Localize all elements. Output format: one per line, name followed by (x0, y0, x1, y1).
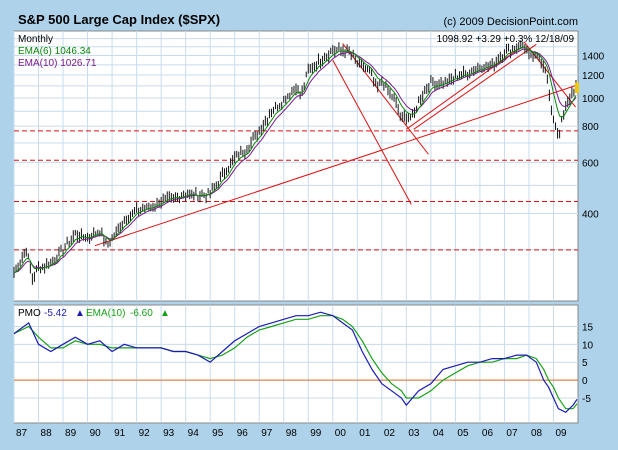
x-tick-label: 07 (506, 428, 518, 439)
x-tick-label: 98 (286, 428, 298, 439)
pmo-panel (13, 304, 579, 424)
trendline (332, 59, 412, 205)
price-panel (13, 30, 579, 302)
pmo-ema-value: -6.60 (130, 308, 153, 319)
copyright-text: (c) 2009 DecisionPoint.com (443, 16, 578, 28)
pmo-line (13, 311, 578, 414)
x-tick-label: 94 (188, 428, 200, 439)
x-tick-label: 05 (457, 428, 469, 439)
ema-short-label: EMA(6) 1046.34 (18, 46, 91, 57)
x-tick-label: 88 (41, 428, 53, 439)
chart-title: S&P 500 Large Cap Index ($SPX) (18, 12, 220, 27)
pmo-y-tick-label: 5 (582, 358, 588, 369)
price-y-tick-label: 600 (582, 158, 599, 169)
price-y-ticks: 400 600 800 1000 1200 1400 (582, 51, 605, 220)
x-tick-label: 00 (335, 428, 347, 439)
x-tick-label: 96 (237, 428, 249, 439)
x-tick-label: 02 (384, 428, 396, 439)
x-tick-label: 91 (114, 428, 126, 439)
pmo-y-ticks: 15 10 5 0 -5 (582, 322, 594, 405)
x-tick-label: 90 (90, 428, 102, 439)
price-y-tick-label: 1000 (582, 94, 605, 105)
pmo-title: PMO (18, 308, 41, 319)
ema-long-label: EMA(10) 1026.71 (18, 58, 97, 69)
price-y-tick-label: 1400 (582, 51, 605, 62)
price-y-tick-label: 1200 (582, 71, 605, 82)
pmo-series (13, 311, 578, 414)
quote-label: 1098.92 +3.29 +0.3% 12/18/09 (437, 34, 575, 45)
x-tick-label: 99 (310, 428, 322, 439)
x-tick-label: 08 (531, 428, 543, 439)
trendline (94, 84, 579, 247)
pmo-up-arrow-icon: ▲ (75, 308, 85, 319)
ema-long-line (13, 48, 577, 274)
price-series (13, 40, 580, 285)
x-tick-label: 89 (65, 428, 77, 439)
price-y-tick-label: 800 (582, 122, 599, 133)
pmo-ema-up-arrow-icon: ▲ (160, 308, 170, 319)
x-tick-label: 03 (408, 428, 420, 439)
pmo-grid (13, 305, 578, 423)
pmo-ema-label: EMA(10) (86, 308, 125, 319)
x-tick-label: 92 (139, 428, 151, 439)
pmo-y-tick-label: -5 (582, 394, 591, 405)
period-label: Monthly (18, 34, 53, 45)
price-y-tick-label: 400 (582, 210, 599, 221)
x-tick-label: 06 (482, 428, 494, 439)
pmo-value: -5.42 (44, 308, 67, 319)
pmo-y-tick-label: 15 (582, 322, 594, 333)
price-support-levels (14, 130, 578, 251)
pmo-y-tick-label: 10 (582, 340, 594, 351)
ema-short-line (13, 46, 577, 274)
x-tick-label: 95 (212, 428, 224, 439)
x-tick-label: 93 (163, 428, 175, 439)
x-tick-label: 09 (555, 428, 567, 439)
last-bar-highlight (575, 82, 580, 93)
x-tick-label: 97 (261, 428, 273, 439)
x-axis-ticks: 87 88 89 90 91 92 93 94 95 96 97 98 99 00 01 02 03 04 05 06… (16, 428, 567, 439)
trendline (413, 43, 537, 130)
x-tick-label: 04 (433, 428, 445, 439)
x-tick-label: 87 (16, 428, 28, 439)
pmo-y-tick-label: 0 (582, 376, 588, 387)
x-tick-label: 01 (359, 428, 371, 439)
